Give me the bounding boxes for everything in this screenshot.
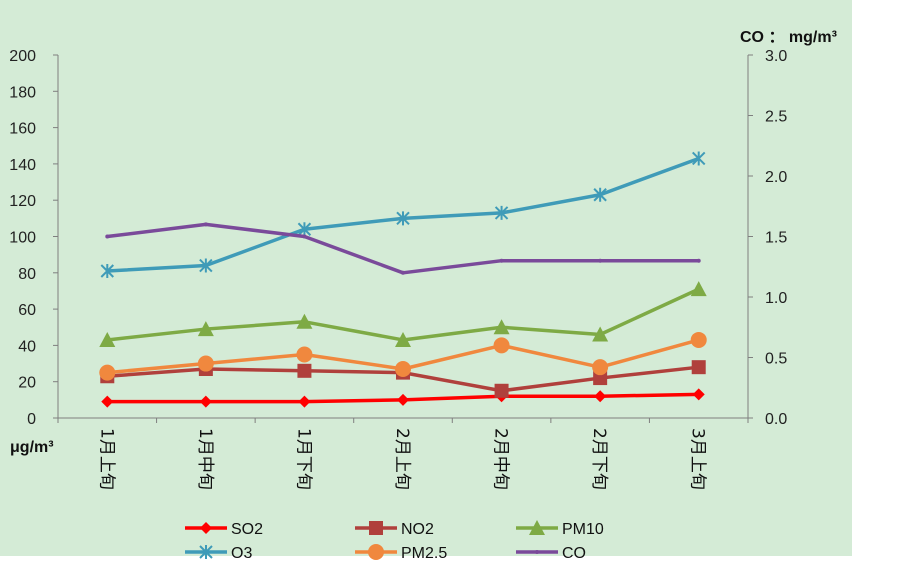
x-tick-label: 2月中旬: [491, 428, 511, 490]
series-pm10: [99, 281, 707, 347]
x-tick-label: 3月上旬: [688, 428, 708, 490]
legend-label: PM10: [562, 521, 604, 538]
legend-swatch-point: [199, 545, 213, 559]
series-pm25-point: [493, 337, 510, 354]
right-tick-label: 0.5: [765, 351, 787, 368]
series-pm25-point: [197, 355, 214, 372]
legend-swatch-point: [369, 521, 383, 535]
left-axis-unit: μg/m³: [10, 439, 54, 456]
series-no2-point: [593, 371, 608, 386]
series-o3-point: [100, 263, 114, 278]
right-tick-label: 1.5: [765, 230, 787, 247]
x-tick-label: 2月下旬: [589, 428, 609, 490]
legend-entry: PM10: [516, 520, 604, 538]
x-tick-label: 1月下旬: [293, 428, 313, 490]
series-pm25-point: [99, 364, 116, 381]
left-tick-label: 0: [27, 411, 36, 428]
right-tick-label: 2.5: [765, 109, 787, 126]
legend-entry: PM2.5: [355, 544, 447, 562]
left-tick-label: 80: [18, 266, 36, 283]
series-pm10-point: [296, 313, 313, 329]
series-so2: [101, 388, 705, 408]
series-so2-point: [199, 395, 212, 408]
right-tick-label: 3.0: [765, 48, 787, 65]
legend-entry: CO: [516, 545, 586, 562]
series-layer: [99, 151, 707, 408]
series-so2-point: [397, 393, 409, 406]
series-pm25-point: [296, 346, 313, 363]
legend-label: PM2.5: [401, 545, 447, 562]
left-tick-label: 100: [9, 230, 36, 247]
x-tick-label: 2月上旬: [392, 428, 412, 490]
left-tick-label: 40: [18, 338, 36, 355]
series-co-point: [598, 258, 603, 263]
axes: 0 20 40 60 80 100 120 140 160 180 200 0.0 0.5 1.0 1.5 2…: [9, 29, 837, 490]
series-o3-point: [494, 205, 509, 220]
series-pm25-point: [395, 360, 411, 377]
series-pm25-point: [690, 331, 707, 348]
legend: SO2 NO2 PM10 O3 PM2.5 CO: [185, 520, 604, 562]
series-co-point: [499, 258, 504, 263]
left-tick-label: 180: [9, 84, 36, 101]
series-pm25-point: [592, 359, 609, 376]
left-tick-label: 120: [9, 193, 36, 210]
legend-swatch-point: [535, 550, 539, 554]
left-tick-label: 200: [9, 48, 36, 65]
left-tick-label: 140: [9, 157, 36, 174]
series-co: [105, 222, 701, 275]
series-no2-point: [691, 360, 706, 375]
series-o3-point: [297, 222, 312, 237]
legend-label: NO2: [401, 521, 434, 538]
series-pm10-point: [592, 326, 609, 342]
series-co-point: [302, 234, 307, 239]
series-co-point: [203, 222, 208, 227]
series-pm10-point: [690, 281, 707, 297]
x-tick-label: 1月上旬: [96, 428, 116, 490]
series-o3-point: [199, 258, 213, 273]
legend-swatch-point: [200, 522, 212, 534]
series-no2-point: [494, 383, 509, 398]
left-tick-label: 20: [18, 375, 36, 392]
legend-label: O3: [231, 545, 252, 562]
legend-entry: NO2: [355, 521, 434, 538]
legend-entry: SO2: [185, 521, 263, 538]
series-o3-point: [593, 187, 607, 202]
series-o3-point: [396, 211, 410, 226]
series-pm25: [99, 331, 707, 381]
series-so2-point: [101, 395, 114, 408]
series-so2-point: [692, 388, 705, 401]
series-pm10-point: [197, 321, 214, 337]
series-pm10-point: [395, 331, 411, 347]
series-no2-point: [297, 363, 312, 378]
series-o3-point: [692, 151, 706, 166]
right-axis-unit: CO ： mg/m³: [740, 29, 837, 46]
legend-label: CO: [562, 545, 586, 562]
series-co-point: [696, 258, 701, 263]
series-pm10-point: [99, 331, 116, 347]
series-co-point: [401, 270, 405, 275]
x-tick-label: 1月中旬: [195, 428, 215, 490]
left-tick-label: 160: [9, 121, 36, 138]
series-pm10-point: [493, 319, 510, 335]
right-tick-label: 2.0: [765, 169, 787, 186]
legend-label: SO2: [231, 521, 263, 538]
right-tick-label: 1.0: [765, 290, 787, 307]
left-tick-label: 60: [18, 302, 36, 319]
legend-entry: O3: [185, 545, 252, 562]
legend-swatch-point: [529, 520, 545, 535]
series-co-point: [105, 234, 110, 239]
plot-background: [0, 0, 852, 556]
series-so2-point: [594, 390, 607, 403]
series-o3: [100, 151, 706, 278]
series-so2-point: [298, 395, 311, 408]
right-tick-label: 0.0: [765, 411, 787, 428]
legend-swatch-point: [368, 544, 384, 560]
